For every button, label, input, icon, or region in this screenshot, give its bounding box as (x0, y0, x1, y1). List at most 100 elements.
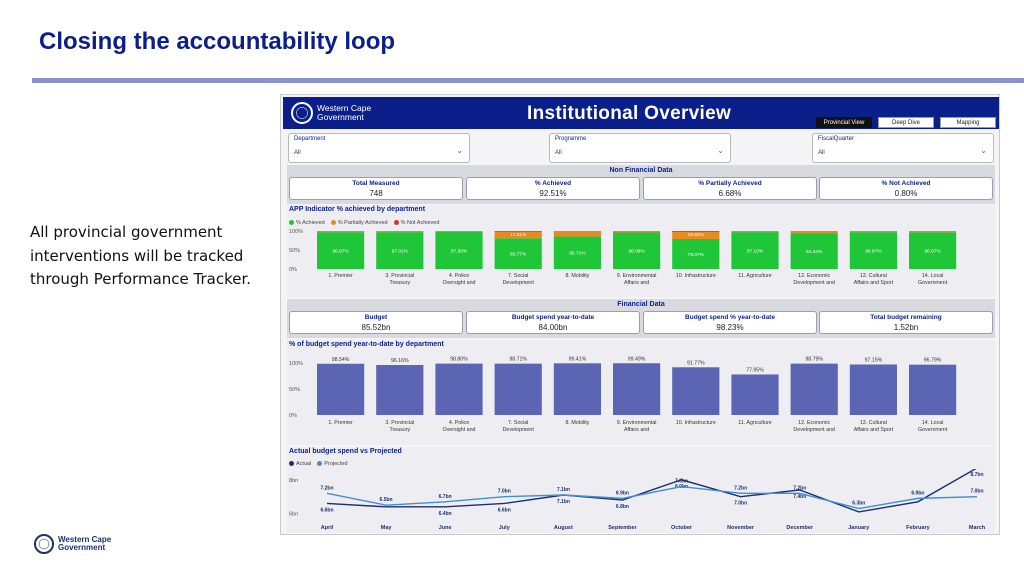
category-label: 3. Provincial (385, 420, 414, 426)
legend-item: % Partially Achieved (330, 220, 388, 226)
category-label: 9. Environmental (617, 420, 657, 426)
y-tick-label: 8bn (289, 478, 298, 484)
kpi-label: Budget spend year-to-date (511, 314, 595, 321)
title-divider (32, 78, 1024, 83)
data-label: 98.79% (805, 357, 823, 363)
programme-filter[interactable]: Programme All ⌄ (549, 133, 731, 163)
series-line-projected (326, 485, 978, 510)
category-label: Treasury (389, 427, 410, 433)
kpi-value: 1.52bn (893, 323, 919, 332)
bar-segment (731, 232, 779, 269)
category-label: Development (503, 427, 535, 433)
kpi-card: % Partially Achieved 6.68% (643, 177, 817, 200)
data-label: 97.10% (747, 249, 764, 255)
mapping-button[interactable]: Mapping (940, 117, 996, 128)
bar-segment (553, 236, 601, 269)
budget-spend-title: % of budget spend year-to-date by depart… (289, 341, 444, 348)
bar-segment (790, 231, 838, 234)
deep-dive-button[interactable]: Deep Dive (878, 117, 934, 128)
bar-segment (494, 231, 542, 239)
chevron-down-icon: ⌄ (456, 146, 463, 155)
category-label: 11. Agriculture (738, 420, 772, 426)
data-label: 7.1bn (557, 499, 570, 505)
data-label: 7.2bn (734, 485, 747, 491)
data-label: 6.3bn (852, 501, 865, 507)
bar-segment (672, 231, 720, 232)
kpi-label: Total budget remaining (870, 314, 942, 321)
kpi-card: Budget spend % year-to-date 98.23% (643, 311, 817, 334)
filter-value: All (818, 150, 825, 156)
bar-segment (494, 238, 542, 269)
kpi-label: % Achieved (534, 180, 572, 187)
non-financial-kpis: Total Measured 748 % Achieved 92.51% % P… (287, 174, 995, 204)
dashboard-logo-text: Western Cape Government (317, 103, 372, 122)
data-label: 85.71% (569, 251, 586, 257)
category-label: Development (503, 280, 535, 286)
bar-segment (731, 231, 779, 233)
actual-vs-projected-title: Actual budget spend vs Projected (289, 448, 402, 455)
category-label: Affairs and (624, 280, 649, 286)
category-label: Oversight and (443, 280, 476, 286)
category-label: Affairs and (624, 427, 649, 433)
kpi-card: Budget 85.52bn (289, 311, 463, 334)
y-tick-label: 50% (289, 387, 300, 393)
category-label: 10. Infrastructure (676, 273, 716, 279)
data-label: 8.7bn (970, 472, 983, 478)
x-tick-label: September (608, 525, 637, 531)
data-label: 7.4bn (793, 494, 806, 500)
bar-segment (317, 232, 365, 269)
kpi-label: Budget spend % year-to-date (685, 314, 775, 321)
kpi-label: % Partially Achieved (698, 180, 762, 187)
x-tick-label: March (969, 525, 986, 531)
y-tick-label: 100% (289, 361, 303, 367)
kpi-label: Total Measured (352, 180, 400, 187)
legend-item: % Not Achieved (393, 220, 439, 226)
dashboard-title: Institutional Overview (527, 103, 732, 124)
financial-header: Financial Data (287, 299, 995, 310)
kpi-card: Total budget remaining 1.52bn (819, 311, 993, 334)
department-filter[interactable]: Department All ⌄ (288, 133, 470, 163)
data-label: 7.0bn (970, 489, 983, 495)
bar-segment (849, 232, 897, 269)
bar (435, 363, 483, 415)
data-label: 6.9bn (911, 490, 924, 496)
provincial-view-button[interactable]: Provincial View (816, 117, 872, 128)
bar (849, 364, 897, 415)
kpi-card: % Achieved 92.51% (466, 177, 640, 200)
category-label: Affairs and Sport (854, 427, 894, 433)
category-label: 13. Cultural (860, 420, 887, 426)
legend-item: Projected (317, 461, 348, 467)
x-tick-label: January (848, 525, 870, 531)
y-tick-label: 100% (289, 229, 303, 235)
x-tick-label: August (554, 525, 573, 531)
chevron-down-icon: ⌄ (717, 146, 724, 155)
bar-segment (435, 231, 483, 233)
data-label: 6.8bn (616, 504, 629, 510)
category-label: Affairs and Sport (854, 280, 894, 286)
bar (731, 374, 779, 415)
data-label: 97.01% (392, 249, 409, 255)
category-label: 1. Premier (328, 273, 353, 279)
bar-segment (849, 231, 897, 233)
data-label: 96.16% (391, 358, 409, 364)
crest-icon (34, 534, 54, 554)
kpi-label: % Not Achieved (881, 180, 931, 187)
x-tick-label: October (671, 525, 693, 531)
filter-label: Department (294, 136, 326, 142)
fiscal-quarter-filter[interactable]: FiscalQuarter All ⌄ (812, 133, 994, 163)
kpi-value: 6.68% (718, 189, 742, 198)
legend-item: % Achieved (289, 220, 325, 226)
bar-segment (613, 231, 661, 233)
bar-segment (435, 232, 483, 269)
data-label: 99.49% (628, 356, 646, 362)
data-label: 18.60% (688, 232, 705, 238)
bar (909, 364, 957, 415)
category-label: 14. Local (922, 273, 944, 279)
app-indicator-title: APP Indicator % achieved by department (289, 206, 426, 213)
chevron-down-icon: ⌄ (980, 146, 987, 155)
dashboard-header: Western Cape Government Institutional Ov… (283, 97, 999, 129)
actual-vs-projected-legend: Actual Projected (289, 461, 348, 467)
data-label: 7.0bn (734, 501, 747, 507)
category-label: 12. Economic (798, 420, 830, 426)
kpi-value: 92.51% (539, 189, 567, 198)
